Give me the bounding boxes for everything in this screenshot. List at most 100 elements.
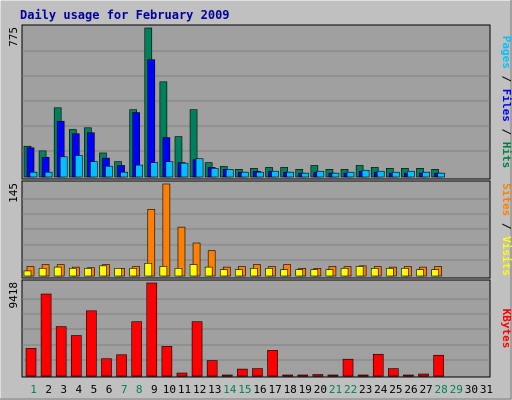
- y-max-label: 145: [7, 183, 20, 203]
- x-tick-label: 11: [178, 383, 191, 396]
- bar-pages-day-28: [437, 172, 445, 178]
- bar-sites-day-3: [53, 266, 62, 277]
- bar-pages-day-8: [135, 164, 143, 178]
- bar-sites-day-5: [84, 268, 92, 277]
- legend-label: KBytes: [500, 309, 512, 349]
- bar-sites-day-16: [250, 268, 258, 277]
- bar-pages-day-4: [74, 155, 83, 178]
- bar-kbytes-day-22: [342, 358, 354, 377]
- bar-kbytes-day-28: [433, 354, 444, 377]
- bar-pages-day-10: [165, 161, 174, 178]
- x-tick-label: 31: [480, 383, 493, 396]
- chart-title: Daily usage for February 2009: [20, 8, 230, 22]
- series-kbytes: [25, 282, 444, 377]
- panel-kbytes: 9418 KBytes: [7, 279, 512, 378]
- x-tick-label: 6: [106, 383, 113, 396]
- bar-kbytes-day-14: [221, 374, 233, 377]
- y-max-label: 9418: [7, 282, 20, 309]
- bar-sites-day-4: [68, 268, 77, 277]
- bar-sites-day-14: [219, 269, 228, 277]
- bar-pages-day-16: [256, 171, 264, 178]
- x-tick-label: 17: [268, 383, 281, 396]
- bar-kbytes-day-12: [191, 321, 203, 377]
- bar-pages-day-1: [29, 171, 38, 178]
- legend-entry: /: [500, 122, 512, 142]
- bar-kbytes-day-23: [357, 374, 369, 377]
- bar-sites-day-22: [340, 268, 349, 277]
- bar-kbytes-day-7: [116, 354, 127, 377]
- bar-sites-day-9: [144, 263, 153, 277]
- chart-panels: 775 Pages / Files / Hits 145 Sites / Visits…: [7, 24, 512, 378]
- y-max-label: 775: [7, 27, 20, 47]
- bar-sites-day-21: [325, 269, 334, 277]
- bar-sites-day-23: [355, 266, 364, 277]
- bar-sites-day-11: [174, 268, 183, 277]
- bar-sites-day-17: [265, 268, 273, 277]
- bar-kbytes-day-10: [161, 346, 173, 377]
- bar-pages-day-14: [225, 169, 234, 178]
- x-tick-label: 30: [465, 383, 478, 396]
- bar-sites-day-8: [129, 268, 137, 277]
- bar-sites-day-12: [189, 264, 198, 277]
- bar-sites-day-1: [23, 270, 32, 277]
- bar-kbytes-day-25: [388, 368, 399, 377]
- bar-kbytes-day-16: [252, 368, 263, 377]
- x-tick-label: 25: [389, 383, 402, 396]
- bar-kbytes-day-17: [267, 350, 278, 377]
- bar-kbytes-day-21: [327, 374, 339, 377]
- bar-kbytes-day-11: [176, 372, 188, 377]
- x-tick-label: 22: [344, 383, 357, 396]
- x-tick-label: 5: [91, 383, 98, 396]
- legend-entry: Pages: [500, 36, 512, 69]
- bar-pages-day-23: [361, 169, 370, 178]
- x-tick-label: 26: [404, 383, 417, 396]
- bar-sites-day-28: [431, 269, 439, 277]
- bar-sites-day-20: [310, 269, 319, 277]
- panel-visits-sites: 145 Sites / Visits: [7, 180, 512, 279]
- legend-entry: KBytes: [500, 309, 512, 349]
- bar-visits-day-10: [162, 183, 171, 277]
- bar-kbytes-day-5: [86, 310, 97, 377]
- bar-kbytes-day-19: [297, 374, 309, 377]
- bar-sites-day-19: [295, 269, 304, 277]
- bar-kbytes-day-13: [206, 360, 218, 377]
- bar-kbytes-day-18: [282, 374, 293, 377]
- bar-kbytes-day-2: [40, 293, 52, 377]
- x-tick-label: 2: [45, 383, 52, 396]
- x-tick-label: 24: [374, 383, 388, 396]
- bar-pages-day-19: [301, 172, 310, 178]
- legend-entry: Files: [500, 89, 512, 122]
- bar-pages-day-24: [376, 170, 385, 178]
- bar-pages-day-7: [120, 171, 128, 178]
- bar-pages-day-3: [59, 156, 68, 178]
- bar-pages-day-25: [392, 171, 400, 178]
- bar-kbytes-day-3: [55, 326, 67, 377]
- panel-pages-files-hits: 775 Pages / Files / Hits: [7, 24, 512, 180]
- bar-sites-day-13: [204, 266, 213, 277]
- bar-sites-day-2: [38, 268, 47, 277]
- bar-sites-day-6: [99, 265, 107, 277]
- x-tick-label: 28: [435, 383, 448, 396]
- bar-kbytes-day-4: [70, 335, 82, 377]
- bar-sites-day-25: [386, 268, 394, 277]
- bar-sites-day-10: [159, 266, 168, 277]
- bar-files-day-9: [147, 59, 156, 178]
- bar-pages-day-26: [407, 170, 415, 178]
- bar-sites-day-26: [401, 268, 409, 277]
- bar-pages-day-11: [180, 162, 189, 178]
- bar-pages-day-2: [44, 171, 53, 178]
- bar-pages-day-9: [150, 162, 159, 178]
- x-tick-label: 8: [136, 383, 143, 396]
- bar-pages-day-6: [105, 165, 113, 178]
- bar-pages-day-13: [210, 168, 219, 178]
- x-tick-label: 9: [151, 383, 158, 396]
- series-pages: [29, 155, 445, 178]
- x-tick-label: 21: [329, 383, 342, 396]
- bar-sites-day-7: [114, 268, 122, 277]
- bar-sites-day-27: [416, 269, 424, 277]
- legend-entry: /: [500, 216, 512, 236]
- x-tick-label: 23: [359, 383, 372, 396]
- series-sites: [23, 263, 439, 277]
- x-tick-label: 13: [208, 383, 221, 396]
